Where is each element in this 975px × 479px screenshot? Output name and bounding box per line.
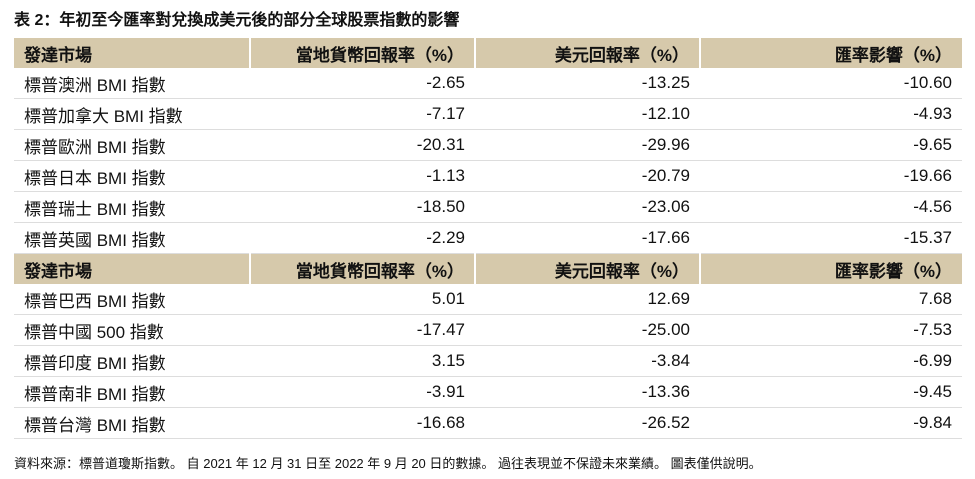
- value-cell: -16.68: [250, 407, 475, 439]
- value-cell: -3.84: [475, 345, 700, 377]
- value-cell: -7.53: [700, 314, 962, 346]
- data-row: 標普巴西 BMI 指數 5.01 12.69 7.68: [14, 284, 962, 315]
- value-cell: -1.13: [250, 160, 475, 192]
- index-name: 標普歐洲 BMI 指數: [14, 129, 250, 161]
- table-title: 表 2：年初至今匯率對兌換成美元後的部分全球股票指數的影響: [14, 12, 460, 29]
- value-cell: -29.96: [475, 129, 700, 161]
- data-row: 標普澳洲 BMI 指數 -2.65 -13.25 -10.60: [14, 68, 962, 99]
- index-name: 標普加拿大 BMI 指數: [14, 98, 250, 130]
- header-cell: 匯率影響（%）: [700, 38, 962, 68]
- value-cell: -2.29: [250, 222, 475, 254]
- value-cell: -9.65: [700, 129, 962, 161]
- index-name: 標普英國 BMI 指數: [14, 222, 250, 254]
- index-name: 標普澳洲 BMI 指數: [14, 68, 250, 99]
- value-cell: -17.66: [475, 222, 700, 254]
- header-cell: 當地貨幣回報率（%）: [250, 253, 476, 284]
- header-cell: 當地貨幣回報率（%）: [250, 38, 476, 68]
- index-name: 標普巴西 BMI 指數: [14, 284, 250, 315]
- value-cell: -23.06: [475, 191, 700, 223]
- value-cell: -12.10: [475, 98, 700, 130]
- value-cell: 5.01: [250, 284, 475, 315]
- index-name: 標普印度 BMI 指數: [14, 345, 250, 377]
- value-cell: -2.65: [250, 68, 475, 99]
- value-cell: -10.60: [700, 68, 962, 99]
- value-cell: -4.93: [700, 98, 962, 130]
- index-name: 標普瑞士 BMI 指數: [14, 191, 250, 223]
- header-cell: 發達市場: [14, 253, 251, 284]
- header-cell: 匯率影響（%）: [700, 253, 962, 284]
- footnote: 資料來源：標普道瓊斯指數。 自 2021 年 12 月 31 日至 2022 年…: [14, 456, 762, 471]
- index-name: 標普南非 BMI 指數: [14, 376, 250, 408]
- value-cell: -18.50: [250, 191, 475, 223]
- data-row: 標普瑞士 BMI 指數 -18.50 -23.06 -4.56: [14, 191, 962, 223]
- value-cell: 12.69: [475, 284, 700, 315]
- data-row: 標普中國 500 指數 -17.47 -25.00 -7.53: [14, 314, 962, 346]
- table-body: 發達市場 當地貨幣回報率（%） 美元回報率（%） 匯率影響（%） 標普澳洲 BMI 指數…: [14, 38, 962, 439]
- index-name: 標普中國 500 指數: [14, 314, 250, 346]
- value-cell: -13.25: [475, 68, 700, 99]
- value-cell: -15.37: [700, 222, 962, 254]
- header-row: 發達市場 當地貨幣回報率（%） 美元回報率（%） 匯率影響（%）: [14, 253, 962, 284]
- data-row: 標普加拿大 BMI 指數 -7.17 -12.10 -4.93: [14, 98, 962, 130]
- header-cell: 美元回報率（%）: [475, 253, 701, 284]
- header-cell: 美元回報率（%）: [475, 38, 701, 68]
- data-row: 標普日本 BMI 指數 -1.13 -20.79 -19.66: [14, 160, 962, 192]
- value-cell: -6.99: [700, 345, 962, 377]
- value-cell: -17.47: [250, 314, 475, 346]
- data-row: 標普印度 BMI 指數 3.15 -3.84 -6.99: [14, 345, 962, 377]
- data-table: 發達市場 當地貨幣回報率（%） 美元回報率（%） 匯率影響（%） 標普澳洲 BMI 指數…: [14, 38, 962, 439]
- value-cell: -9.84: [700, 407, 962, 439]
- value-cell: 7.68: [700, 284, 962, 315]
- value-cell: -13.36: [475, 376, 700, 408]
- value-cell: -26.52: [475, 407, 700, 439]
- value-cell: -25.00: [475, 314, 700, 346]
- value-cell: 3.15: [250, 345, 475, 377]
- header-row: 發達市場 當地貨幣回報率（%） 美元回報率（%） 匯率影響（%）: [14, 38, 962, 68]
- value-cell: -9.45: [700, 376, 962, 408]
- value-cell: -20.79: [475, 160, 700, 192]
- index-name: 標普日本 BMI 指數: [14, 160, 250, 192]
- data-row: 標普歐洲 BMI 指數 -20.31 -29.96 -9.65: [14, 129, 962, 161]
- header-cell: 發達市場: [14, 38, 251, 68]
- value-cell: -3.91: [250, 376, 475, 408]
- data-row: 標普台灣 BMI 指數 -16.68 -26.52 -9.84: [14, 407, 962, 439]
- value-cell: -19.66: [700, 160, 962, 192]
- index-name: 標普台灣 BMI 指數: [14, 407, 250, 439]
- data-row: 標普南非 BMI 指數 -3.91 -13.36 -9.45: [14, 376, 962, 408]
- value-cell: -4.56: [700, 191, 962, 223]
- value-cell: -7.17: [250, 98, 475, 130]
- value-cell: -20.31: [250, 129, 475, 161]
- data-row: 標普英國 BMI 指數 -2.29 -17.66 -15.37: [14, 222, 962, 254]
